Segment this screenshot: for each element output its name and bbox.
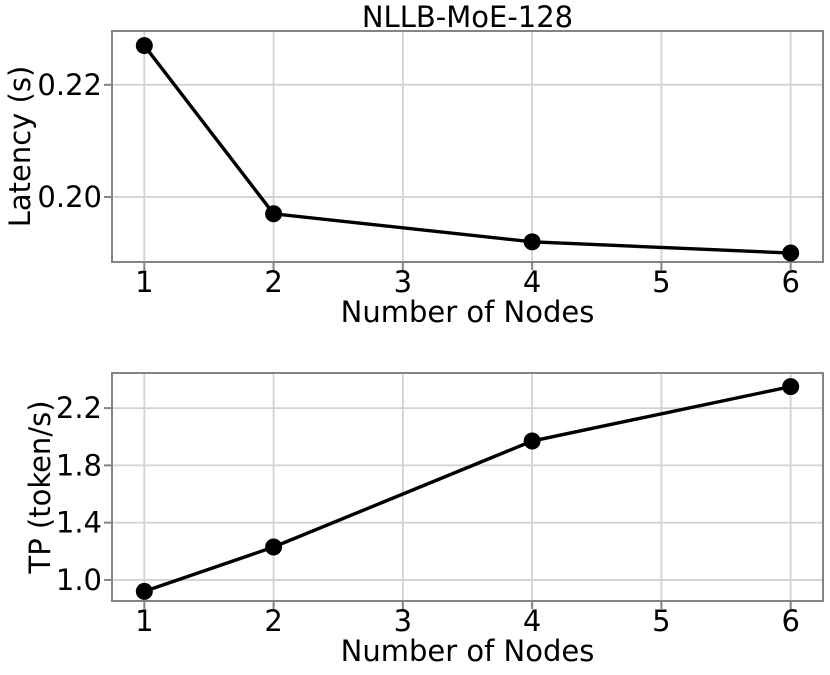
x-tick-label: 4 <box>523 604 541 638</box>
x-tick-label: 3 <box>394 265 412 299</box>
y-tick-label: 1.4 <box>56 506 102 540</box>
x-tick-label: 5 <box>652 604 670 638</box>
axes-spine <box>111 30 824 263</box>
axes-spine <box>111 372 824 602</box>
y-tick-label: 1.8 <box>56 448 102 482</box>
data-point <box>782 244 800 262</box>
chart-title: NLLB-MoE-128 <box>362 0 573 34</box>
data-point <box>782 378 800 396</box>
x-tick-label: 5 <box>652 265 670 299</box>
y-tick-label: 0.20 <box>37 180 102 214</box>
data-point <box>135 582 153 600</box>
x-tick-label: 2 <box>264 604 282 638</box>
data-point <box>523 233 541 251</box>
y-axis-label: TP (token/s) <box>23 400 57 574</box>
x-tick-label: 4 <box>523 265 541 299</box>
data-line <box>142 43 793 255</box>
data-point <box>523 432 541 450</box>
x-tick-label: 6 <box>781 265 799 299</box>
x-tick-label: 1 <box>135 604 153 638</box>
data-line <box>142 384 793 594</box>
x-tick-label: 6 <box>781 604 799 638</box>
data-point <box>135 37 153 55</box>
x-tick-label: 3 <box>394 604 412 638</box>
y-tick-label: 2.2 <box>56 391 102 425</box>
y-tick-label: 0.22 <box>37 68 102 102</box>
data-point <box>265 205 283 223</box>
x-axis-label: Number of Nodes <box>341 295 595 329</box>
x-axis-label: Number of Nodes <box>341 634 595 668</box>
x-tick-label: 2 <box>264 265 282 299</box>
data-point <box>265 538 283 556</box>
y-tick-label: 1.0 <box>56 563 102 597</box>
x-tick-label: 1 <box>135 265 153 299</box>
y-axis-label: Latency (s) <box>3 66 37 228</box>
